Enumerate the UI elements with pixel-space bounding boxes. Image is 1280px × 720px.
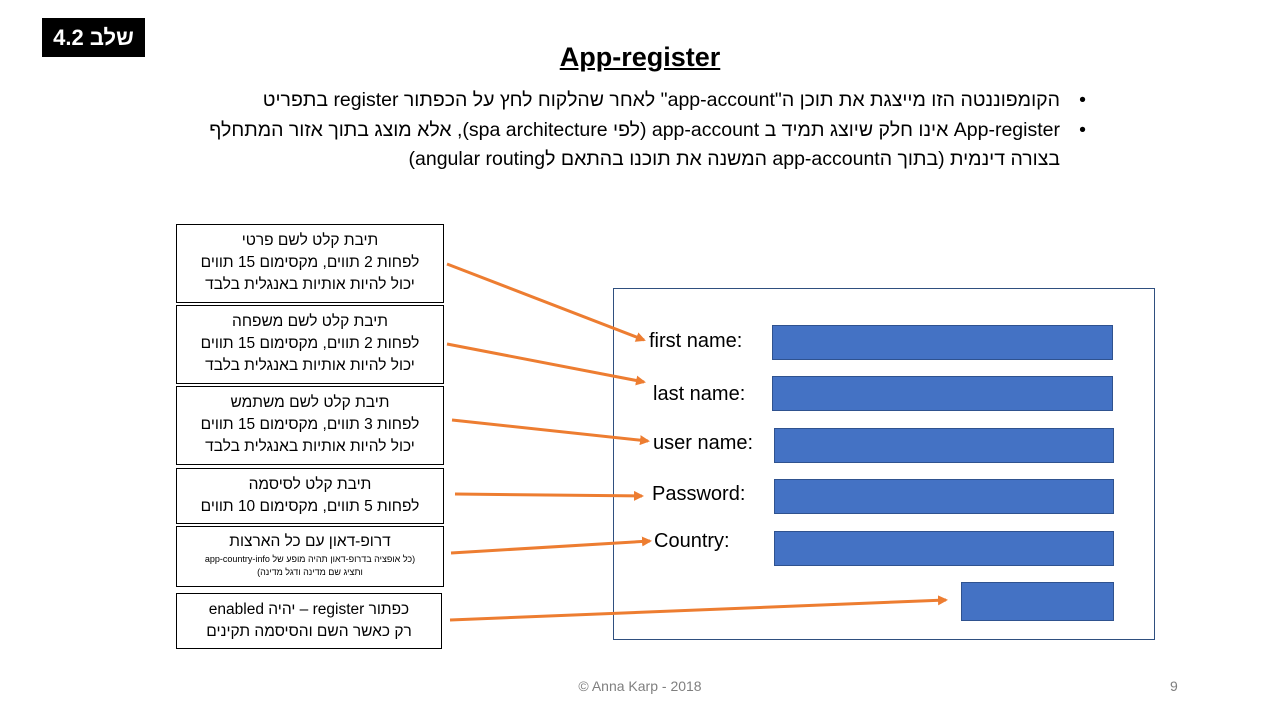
- page-number: 9: [1170, 678, 1178, 694]
- note-line: רק כאשר השם והסיסמה תקינים: [206, 623, 412, 640]
- note-line: יכול להיות אותיות באנגלית בלבד: [205, 357, 415, 374]
- note-register-button: כפתור register – יהיה enabled רק כאשר הש…: [176, 593, 442, 649]
- country-label: Country:: [654, 530, 730, 552]
- note-line: יכול להיות אותיות באנגלית בלבד: [205, 438, 415, 455]
- bullet-item: הקומפוננטה הזו מייצגת את תוכן ה"app-acco…: [200, 86, 1090, 115]
- note-line: לפחות 2 תווים, מקסימום 15 תווים: [200, 335, 420, 352]
- bullet-list: הקומפוננטה הזו מייצגת את תוכן ה"app-acco…: [200, 86, 1090, 174]
- note-line: לפחות 5 תווים, מקסימום 10 תווים: [200, 498, 420, 515]
- arrow-last-name: [446, 342, 646, 386]
- note-line: לפחות 3 תווים, מקסימום 15 תווים: [200, 416, 420, 433]
- arrow-register: [449, 595, 948, 622]
- country-dropdown[interactable]: [774, 531, 1114, 566]
- note-heading: תיבת קלט לסיסמה: [248, 476, 372, 493]
- arrow-password: [454, 490, 644, 501]
- note-country: דרופ-דאון עם כל הארצות (כל אופציה בדרופ-…: [176, 526, 444, 587]
- note-line: יכול להיות אותיות באנגלית בלבד: [205, 276, 415, 293]
- password-input[interactable]: [774, 479, 1114, 514]
- register-form-mockup: [613, 288, 1155, 640]
- note-small-line: ותציג שם מדינה ודגל מדינה): [257, 567, 363, 577]
- last-name-input[interactable]: [772, 376, 1113, 411]
- note-password: תיבת קלט לסיסמה לפחות 5 תווים, מקסימום 1…: [176, 468, 444, 524]
- password-label: Password:: [652, 483, 746, 505]
- note-last-name: תיבת קלט לשם משפחה לפחות 2 תווים, מקסימו…: [176, 305, 444, 384]
- note-heading: תיבת קלט לשם משפחה: [232, 313, 388, 330]
- user-name-input[interactable]: [774, 428, 1114, 463]
- note-small-line: (כל אופציה בדרופ-דאון תהיה מופע של app-c…: [204, 554, 416, 564]
- arrow-user-name: [451, 418, 650, 446]
- note-heading: כפתור register – יהיה enabled: [208, 601, 410, 618]
- arrow-country: [450, 536, 652, 555]
- note-heading: תיבת קלט לשם משתמש: [230, 394, 390, 411]
- register-button[interactable]: [961, 582, 1114, 621]
- step-badge: שלב 4.2: [42, 18, 145, 57]
- note-first-name: תיבת קלט לשם פרטי לפחות 2 תווים, מקסימום…: [176, 224, 444, 303]
- arrow-first-name: [446, 262, 646, 342]
- last-name-label: last name:: [653, 383, 746, 405]
- note-heading: דרופ-דאון עם כל הארצות: [229, 533, 391, 550]
- note-heading: תיבת קלט לשם פרטי: [241, 232, 379, 249]
- user-name-label: user name:: [653, 432, 754, 454]
- first-name-label: first name:: [649, 330, 743, 352]
- bullet-item: App-register אינו חלק שיוצג תמיד ב app-a…: [200, 116, 1090, 174]
- slide-title: App-register: [559, 42, 721, 72]
- note-line: לפחות 2 תווים, מקסימום 15 תווים: [200, 254, 420, 271]
- first-name-input[interactable]: [772, 325, 1113, 360]
- footer-copyright: © Anna Karp - 2018: [578, 678, 702, 694]
- note-user-name: תיבת קלט לשם משתמש לפחות 3 תווים, מקסימו…: [176, 386, 444, 465]
